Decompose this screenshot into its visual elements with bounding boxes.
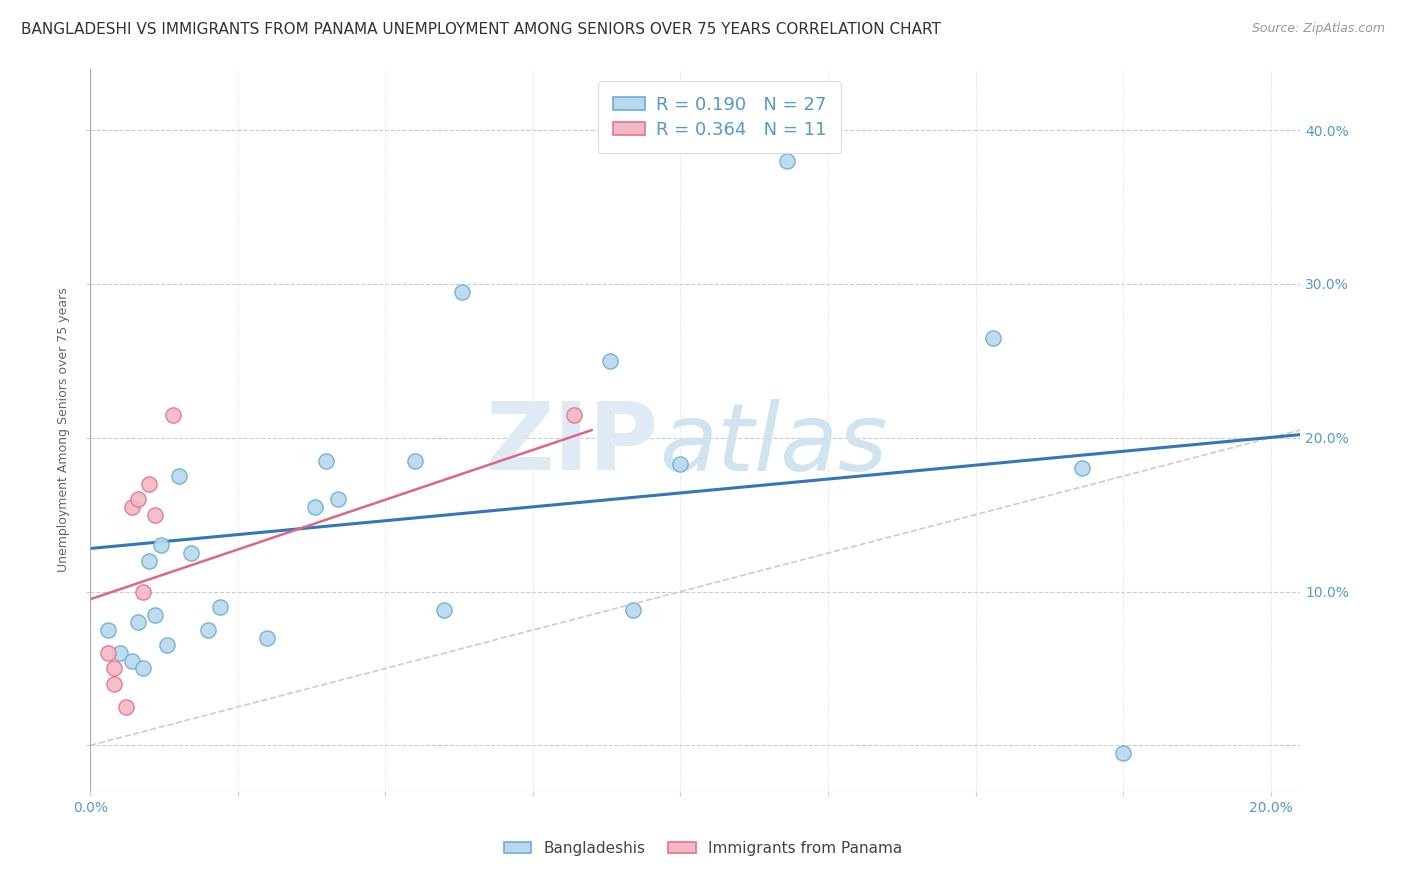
Point [127, 492, 149, 507]
Point [315, 454, 337, 468]
Point [121, 500, 143, 514]
Point [132, 661, 155, 675]
Point [562, 408, 585, 422]
Point [132, 584, 155, 599]
Point [1112, 746, 1135, 760]
Text: atlas: atlas [659, 399, 887, 490]
Point [108, 646, 131, 660]
Point [776, 153, 799, 168]
Point [127, 615, 149, 630]
Point [138, 554, 160, 568]
Point [599, 353, 621, 368]
Text: BANGLADESHI VS IMMIGRANTS FROM PANAMA UNEMPLOYMENT AMONG SENIORS OVER 75 YEARS C: BANGLADESHI VS IMMIGRANTS FROM PANAMA UN… [21, 22, 941, 37]
Point [304, 500, 326, 514]
Point [451, 285, 474, 299]
Point [143, 607, 166, 622]
Point [156, 639, 179, 653]
Point [97, 646, 120, 660]
Point [114, 700, 136, 714]
Point [143, 508, 166, 522]
Point [197, 623, 219, 637]
Point [981, 331, 1004, 345]
Point [1070, 461, 1092, 475]
Point [121, 654, 143, 668]
Point [162, 408, 184, 422]
Point [404, 454, 426, 468]
Point [209, 599, 232, 614]
Point [138, 476, 160, 491]
Legend: Bangladeshis, Immigrants from Panama: Bangladeshis, Immigrants from Panama [498, 835, 908, 862]
Point [150, 538, 173, 552]
Point [328, 492, 350, 507]
Point [180, 546, 202, 560]
Point [103, 677, 125, 691]
Point [103, 661, 125, 675]
Point [433, 603, 456, 617]
Point [256, 631, 278, 645]
Point [669, 457, 692, 471]
Legend: R = 0.190   N = 27, R = 0.364   N = 11: R = 0.190 N = 27, R = 0.364 N = 11 [598, 81, 841, 153]
Text: Source: ZipAtlas.com: Source: ZipAtlas.com [1251, 22, 1385, 36]
Y-axis label: Unemployment Among Seniors over 75 years: Unemployment Among Seniors over 75 years [58, 287, 70, 573]
Point [167, 469, 190, 483]
Text: ZIP: ZIP [486, 399, 659, 491]
Point [97, 623, 120, 637]
Point [621, 603, 644, 617]
